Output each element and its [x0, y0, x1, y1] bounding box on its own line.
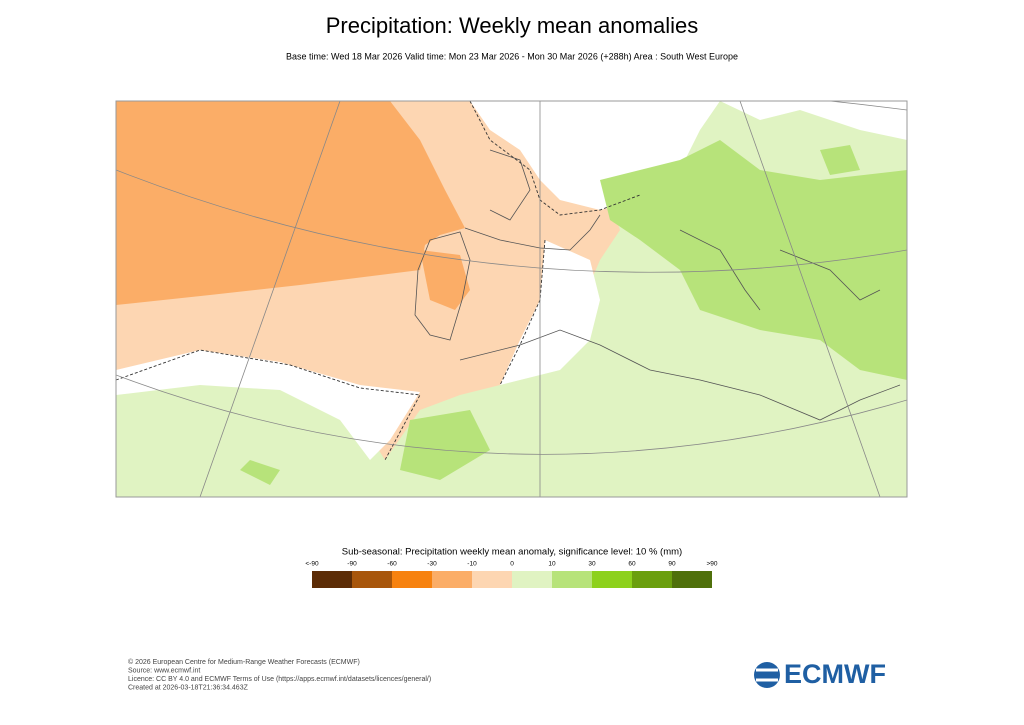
legend-label: -60	[387, 561, 397, 568]
legend-label: -10	[467, 561, 477, 568]
legend-swatch	[592, 571, 632, 588]
legend-swatch	[472, 571, 512, 588]
legend-label: <-90	[305, 561, 319, 568]
legend-swatch	[312, 571, 352, 588]
legend-label: 0	[510, 561, 514, 568]
legend-swatch	[552, 571, 592, 588]
footer-line: © 2026 European Centre for Medium-Range …	[128, 658, 360, 666]
footer: © 2026 European Centre for Medium-Range …	[128, 658, 431, 692]
legend-title: Sub-seasonal: Precipitation weekly mean …	[342, 547, 682, 558]
footer-line: Source: www.ecmwf.int	[128, 667, 200, 674]
legend-swatch	[392, 571, 432, 588]
footer-line: Licence: CC BY 4.0 and ECMWF Terms of Us…	[128, 676, 431, 683]
footer-line: Created at 2026-03-18T21:36:34.463Z	[128, 684, 249, 691]
map	[115, 100, 908, 498]
legend-label: >90	[706, 561, 717, 568]
subtitle: Base time: Wed 18 Mar 2026 Valid time: M…	[286, 51, 738, 61]
legend-label: -30	[427, 561, 437, 568]
legend-swatch	[632, 571, 672, 588]
legend-label: 30	[588, 561, 596, 568]
title: Precipitation: Weekly mean anomalies	[326, 13, 699, 38]
legend-swatch	[352, 571, 392, 588]
legend: <-90 -90 -60 -30 -10 0 10 30 60 90 >90	[305, 561, 718, 588]
legend-label: 90	[668, 561, 676, 568]
logo-text: ECMWF	[784, 659, 886, 689]
logo: ECMWF	[754, 659, 886, 689]
legend-label: 60	[628, 561, 636, 568]
legend-label: 10	[548, 561, 556, 568]
legend-swatch	[432, 571, 472, 588]
legend-swatch	[672, 571, 712, 588]
legend-swatch	[512, 571, 552, 588]
legend-label: -90	[347, 561, 357, 568]
